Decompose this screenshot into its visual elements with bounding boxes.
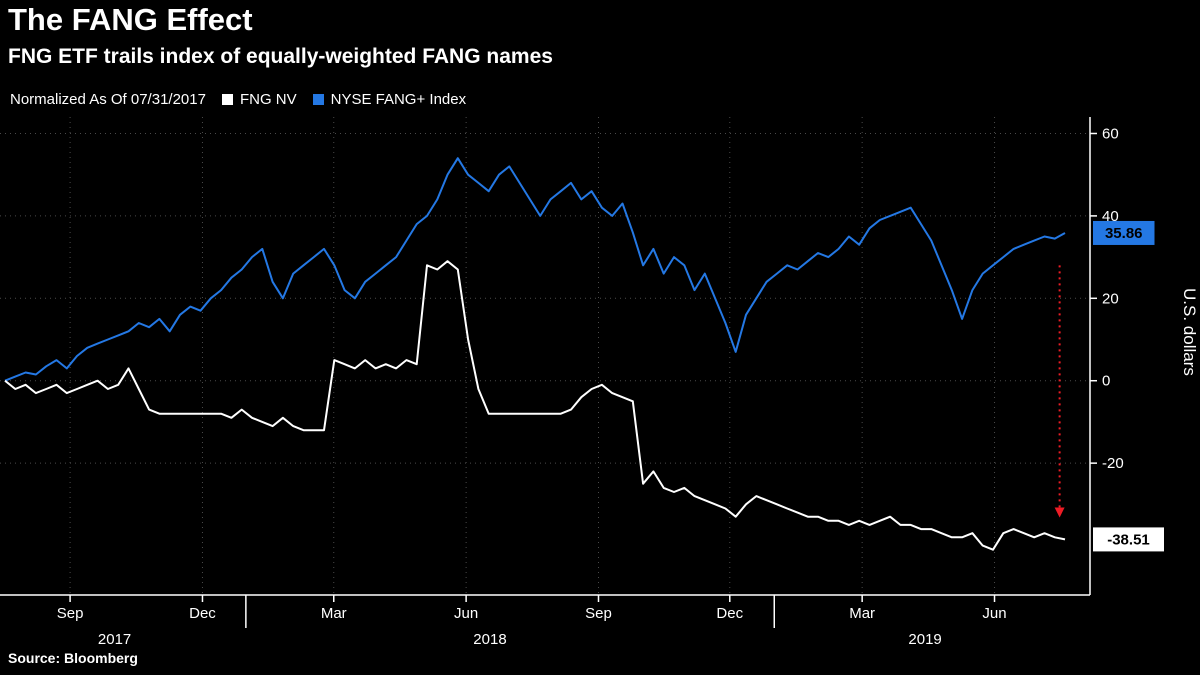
year-label: 2019 bbox=[908, 631, 941, 648]
legend-item-nyse-fang-index: NYSE FANG+ Index bbox=[312, 91, 467, 108]
legend-item-label: NYSE FANG+ Index bbox=[330, 91, 467, 108]
fng-nv-swatch-icon bbox=[221, 94, 233, 105]
value-badges: 35.86 -38.51 bbox=[1093, 220, 1164, 552]
legend-item-label: FNG NV bbox=[239, 91, 297, 108]
annotation-arrow bbox=[1054, 265, 1065, 518]
y-tick-label: -20 bbox=[1102, 455, 1124, 472]
value-badge-label: -38.51 bbox=[1107, 531, 1150, 548]
x-tick-label: Mar bbox=[849, 605, 875, 622]
x-tick-label: Dec bbox=[716, 605, 743, 622]
value-badge-label: 35.86 bbox=[1105, 225, 1143, 242]
axes: 60 40 20 0 -20 Sep Dec Mar Jun Sep Dec Mar Jun 2017 20… bbox=[0, 117, 1124, 648]
y-tick-label: 60 bbox=[1102, 125, 1119, 142]
y-tick-label: 20 bbox=[1102, 290, 1119, 307]
grid bbox=[0, 117, 1090, 595]
year-label: 2017 bbox=[98, 631, 131, 648]
value-badge-nyse-fang-index bbox=[1093, 220, 1155, 245]
y-axis-title: U.S. dollars bbox=[1180, 288, 1199, 376]
legend: Normalized As Of 07/31/2017 FNG NV NYSE … bbox=[10, 91, 466, 108]
y-tick-label: 40 bbox=[1102, 208, 1119, 225]
nyse-fang-swatch-icon bbox=[312, 94, 324, 105]
series-line-nyse-fang-index bbox=[4, 157, 1066, 382]
x-tick-label: Sep bbox=[57, 605, 84, 622]
series-line-fng-nv bbox=[4, 260, 1066, 551]
value-badge-fng-nv bbox=[1093, 527, 1164, 552]
page-title: The FANG Effect bbox=[8, 2, 253, 37]
x-tick-label: Jun bbox=[454, 605, 478, 622]
source-credit: Source: Bloomberg bbox=[8, 650, 138, 666]
x-tick-label: Mar bbox=[321, 605, 347, 622]
x-tick-label: Jun bbox=[982, 605, 1006, 622]
legend-note: Normalized As Of 07/31/2017 bbox=[10, 91, 206, 108]
x-tick-label: Sep bbox=[585, 605, 612, 622]
y-tick-label: 0 bbox=[1102, 373, 1110, 390]
arrow-head-icon bbox=[1054, 507, 1065, 518]
year-label: 2018 bbox=[473, 631, 506, 648]
series-lines bbox=[4, 157, 1066, 551]
x-tick-label: Dec bbox=[189, 605, 216, 622]
page-subtitle: FNG ETF trails index of equally-weighted… bbox=[8, 45, 553, 68]
legend-item-fng-nv: FNG NV bbox=[221, 91, 297, 108]
